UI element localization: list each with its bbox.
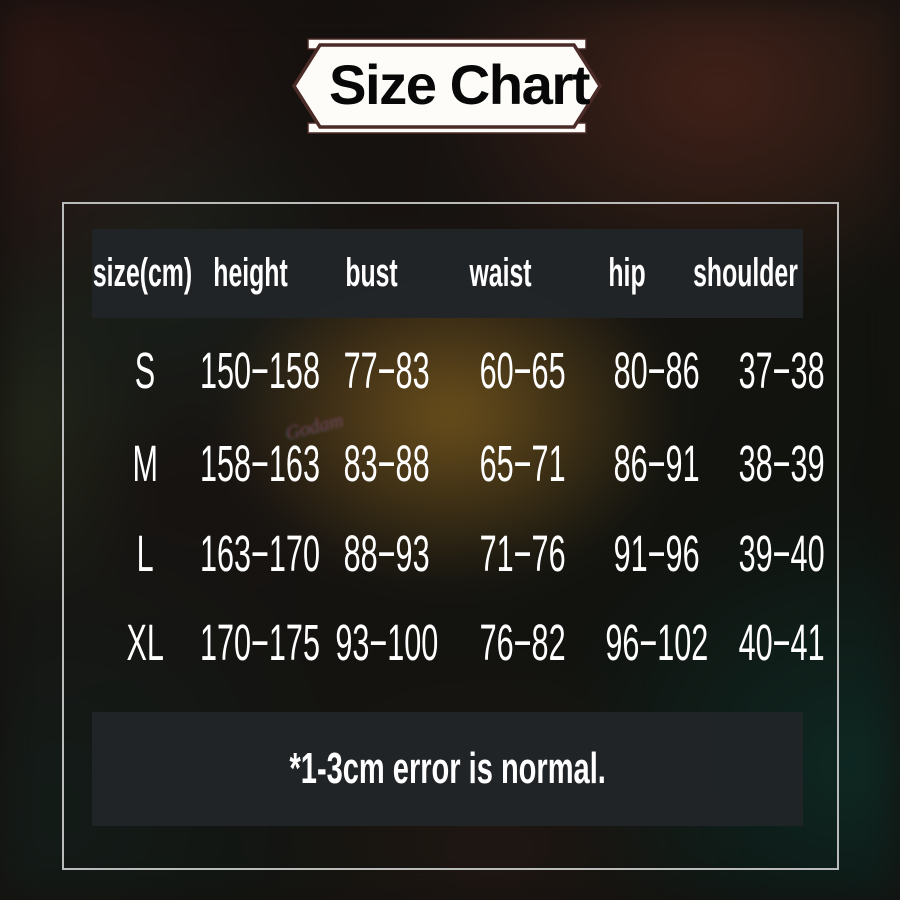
svg-text:Size Chart: Size Chart <box>329 53 590 116</box>
